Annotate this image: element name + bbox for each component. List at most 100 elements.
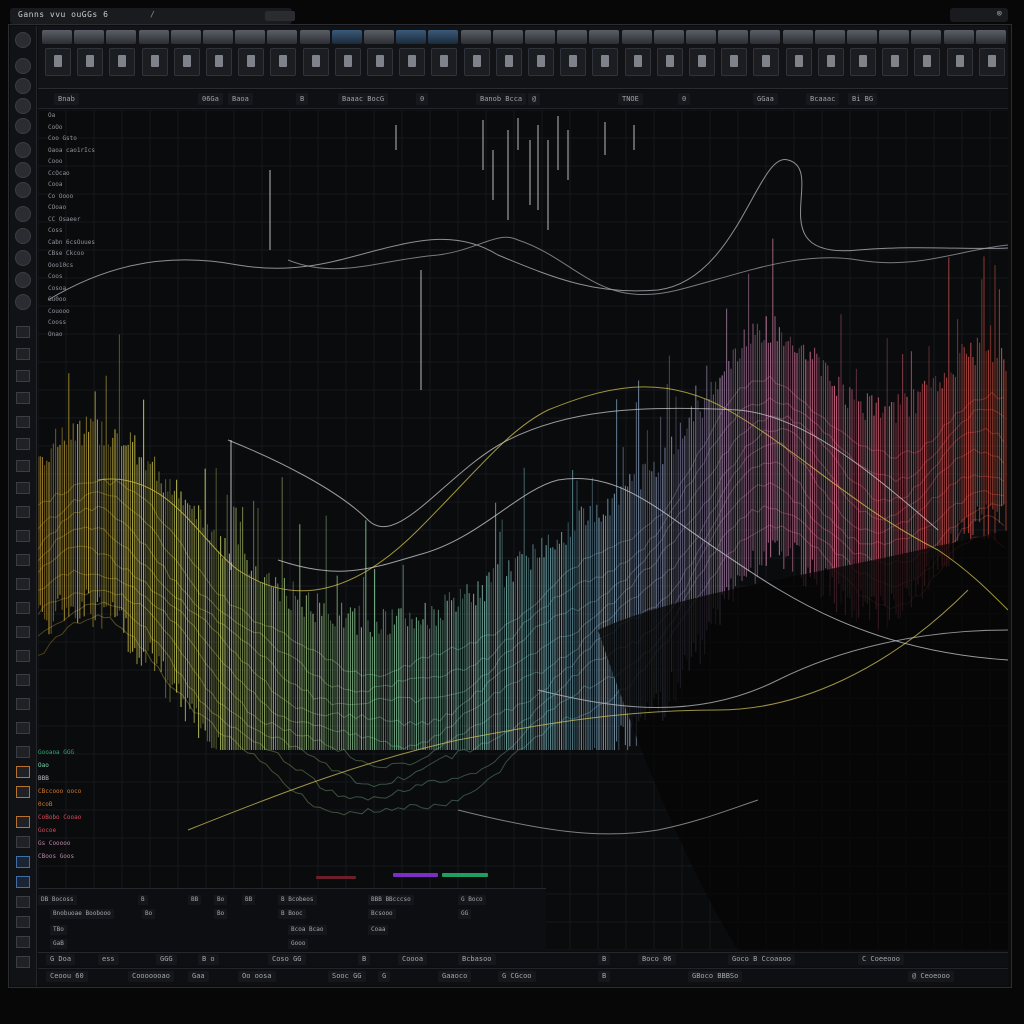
rail-toggle[interactable]	[16, 326, 30, 338]
toolbar-tool[interactable]	[911, 30, 942, 80]
status-item[interactable]: Cooooooao	[128, 971, 174, 982]
table-cell[interactable]: Bo	[142, 909, 156, 919]
table-cell[interactable]: Bcoa Bcao	[288, 925, 327, 935]
track-label[interactable]: Cooo	[48, 158, 63, 165]
table-cell[interactable]: Gooo	[288, 939, 309, 949]
toolbar-tool[interactable]	[170, 30, 201, 80]
rail-toggle[interactable]	[16, 674, 30, 686]
track-label[interactable]: Oa	[48, 112, 56, 119]
table-cell[interactable]: B Bcobeos	[278, 895, 317, 905]
status-item[interactable]: G	[378, 971, 391, 982]
lower-panel-row[interactable]: CBoos Goos	[38, 853, 75, 860]
table-cell[interactable]: BB	[188, 895, 202, 905]
toolbar-tool[interactable]	[267, 30, 298, 80]
toolbar-tool[interactable]	[364, 30, 394, 80]
subbar-chip[interactable]: 0	[678, 93, 691, 105]
status-item[interactable]: GBoco BBBSo	[688, 971, 743, 982]
rail-toggle[interactable]	[16, 392, 30, 404]
track-label[interactable]: CC Osaeer	[48, 215, 81, 223]
table-cell[interactable]: GG	[458, 909, 472, 919]
rail-toggle[interactable]	[16, 578, 30, 590]
rail-toggle[interactable]	[16, 956, 30, 968]
rail-button[interactable]	[15, 206, 31, 222]
rail-toggle[interactable]	[16, 698, 30, 710]
toolbar-tool[interactable]	[492, 30, 523, 80]
table-cell[interactable]: Bnobuoae Boobooo	[50, 909, 114, 919]
toolbar-tool[interactable]	[686, 30, 716, 80]
status-item[interactable]: Gaaoco	[438, 971, 472, 982]
toolbar-tool[interactable]	[396, 30, 427, 80]
toolbar-tool[interactable]	[621, 30, 652, 80]
table-cell[interactable]: Bo	[214, 909, 228, 919]
rail-toggle[interactable]	[16, 460, 30, 472]
rail-button[interactable]	[15, 58, 31, 74]
toolbar-tool[interactable]	[718, 30, 749, 80]
track-label[interactable]: CBse Ckcoo	[48, 250, 85, 257]
subbar-chip[interactable]: Baaac BocG	[338, 93, 389, 105]
spectrum-display[interactable]	[38, 110, 1008, 950]
toolbar-tool[interactable]	[42, 30, 72, 80]
track-label[interactable]: Cosoa	[48, 284, 67, 292]
rail-toggle[interactable]	[16, 506, 30, 518]
lower-panel-row[interactable]: Gs Cooooo	[38, 840, 71, 847]
rail-toggle[interactable]	[16, 650, 30, 662]
rail-toggle[interactable]	[16, 554, 30, 566]
subbar-chip[interactable]: GGaa	[753, 93, 778, 105]
table-cell[interactable]: DB Bocoss	[38, 895, 77, 905]
table-cell[interactable]: BBB BBcccso	[368, 895, 414, 905]
track-label[interactable]: COoao	[48, 204, 67, 211]
lower-panel-row[interactable]: Gooaoa GGG	[38, 749, 75, 756]
track-label[interactable]: CcOcao	[48, 169, 70, 177]
rail-toggle[interactable]	[16, 916, 30, 928]
rail-button[interactable]	[15, 98, 31, 114]
rail-toggle[interactable]	[16, 626, 30, 638]
rail-button[interactable]	[15, 32, 31, 48]
status-item[interactable]: Gaa	[188, 971, 209, 982]
rail-button[interactable]	[15, 250, 31, 266]
subbar-chip[interactable]: 0	[416, 93, 429, 105]
toolbar-tool[interactable]	[653, 30, 684, 80]
lower-panel-row[interactable]: BBB	[38, 775, 49, 782]
table-cell[interactable]: G Boco	[458, 895, 486, 905]
subbar-chip[interactable]: Bnab	[54, 93, 79, 105]
toolbar-tool[interactable]	[589, 30, 620, 80]
lower-panel-row[interactable]: CoBobo Cooao	[38, 814, 82, 821]
rail-toggle[interactable]	[16, 722, 30, 734]
subbar-chip[interactable]: Baoa	[228, 93, 253, 105]
lower-panel-row[interactable]: Gocoe	[38, 827, 57, 834]
subbar-chip[interactable]: B	[296, 93, 309, 105]
track-label[interactable]: Cabn 6csOuues	[48, 238, 95, 246]
rail-toggle[interactable]	[16, 530, 30, 542]
table-cell[interactable]: B Booc	[278, 909, 306, 919]
status-item[interactable]: Sooc GG	[328, 971, 366, 982]
track-label[interactable]: Co Oooo	[48, 192, 74, 200]
subbar-chip[interactable]: 06Ga	[198, 93, 223, 105]
rail-toggle[interactable]	[16, 370, 30, 382]
subbar-chip[interactable]: @	[528, 93, 541, 105]
table-cell[interactable]: TBo	[50, 925, 67, 935]
status-item[interactable]: B	[598, 954, 611, 965]
status-item[interactable]: Coooa	[398, 954, 428, 965]
rail-toggle[interactable]	[16, 896, 30, 908]
status-item[interactable]: G Doa	[46, 954, 76, 965]
status-item[interactable]: Oo oosa	[238, 971, 276, 982]
rail-toggle[interactable]	[16, 348, 30, 360]
rail-toggle[interactable]	[16, 936, 30, 948]
rail-button[interactable]	[15, 142, 31, 158]
toolbar-tool[interactable]	[428, 30, 459, 80]
status-item[interactable]: Bcbasoo	[458, 954, 496, 965]
toolbar-tool[interactable]	[525, 30, 555, 80]
toolbar-tool[interactable]	[750, 30, 781, 80]
status-item[interactable]: GGG	[156, 954, 177, 965]
table-cell[interactable]: B	[138, 895, 148, 905]
track-label[interactable]: Cooss	[48, 319, 67, 326]
status-item[interactable]: Boco 06	[638, 954, 676, 965]
toolbar-tool[interactable]	[299, 30, 330, 80]
toolbar-tool[interactable]	[203, 30, 233, 80]
track-label[interactable]: Couooo	[48, 307, 70, 315]
toolbar-tool[interactable]	[814, 30, 845, 80]
toolbar-tool[interactable]	[460, 30, 491, 80]
title-search-field[interactable]	[265, 11, 295, 21]
track-label[interactable]: Coss	[48, 227, 63, 234]
subbar-chip[interactable]: Bcaaac	[806, 93, 840, 105]
